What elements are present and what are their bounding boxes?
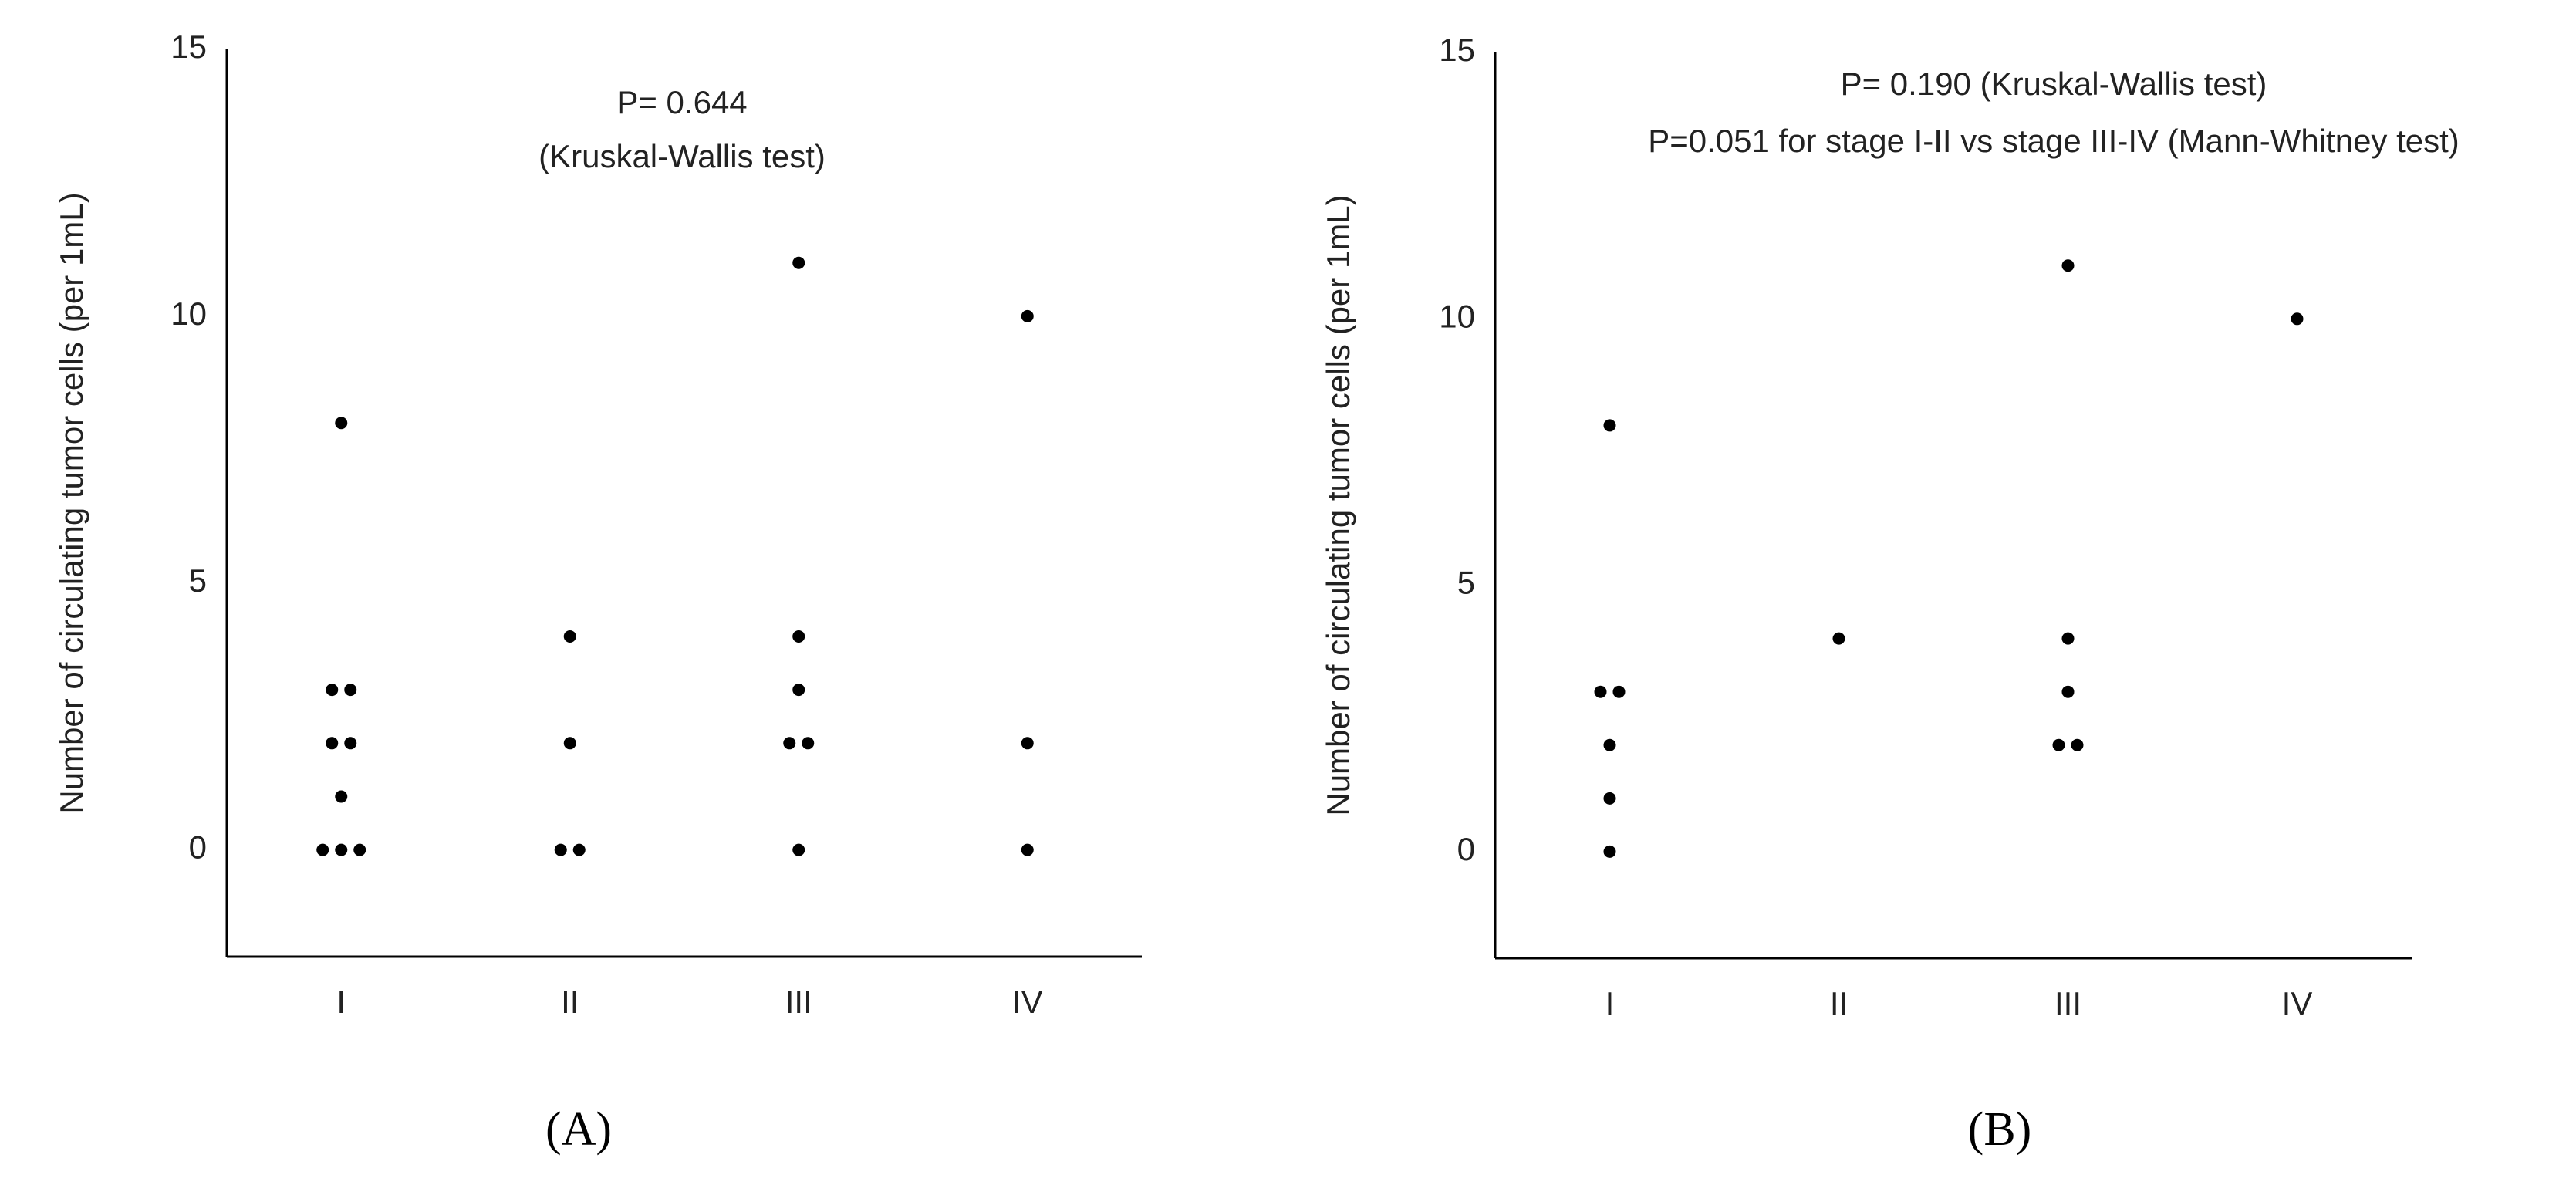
y-tick-label: 5 xyxy=(189,562,207,599)
data-point xyxy=(344,684,357,697)
data-point xyxy=(1021,309,1034,322)
data-point xyxy=(1594,685,1607,698)
y-tick-label: 10 xyxy=(170,295,207,332)
data-point xyxy=(2052,738,2065,751)
data-point xyxy=(1612,685,1626,698)
data-point xyxy=(1603,845,1616,858)
data-point xyxy=(1603,792,1616,805)
y-tick-label: 15 xyxy=(170,29,207,65)
data-point xyxy=(2061,259,2075,272)
data-point xyxy=(792,630,805,643)
y-tick-label: 0 xyxy=(189,829,207,866)
data-point xyxy=(335,790,348,803)
data-point xyxy=(2061,685,2075,698)
data-point xyxy=(563,630,576,643)
data-point xyxy=(335,417,348,430)
x-tick-label: II xyxy=(561,984,579,1020)
annotation: P=0.051 for stage I-II vs stage III-IV (… xyxy=(1648,123,2460,159)
data-point xyxy=(572,843,586,856)
data-point xyxy=(792,843,805,856)
data-point xyxy=(1832,632,1845,645)
y-tick-label: 5 xyxy=(1457,565,1475,601)
x-tick-label: I xyxy=(336,984,346,1020)
data-point xyxy=(1021,737,1034,750)
data-point xyxy=(344,737,357,750)
data-point xyxy=(792,684,805,697)
data-point xyxy=(316,843,329,856)
annotation: P= 0.644 xyxy=(616,84,747,120)
x-tick-label: III xyxy=(2054,985,2081,1021)
data-point xyxy=(792,256,805,269)
data-point xyxy=(1021,843,1034,856)
x-tick-label: II xyxy=(1830,985,1848,1021)
y-tick-label: 10 xyxy=(1439,298,1475,334)
data-point xyxy=(1603,419,1616,432)
data-point xyxy=(783,737,796,750)
y-tick-label: 15 xyxy=(1439,32,1475,68)
data-point xyxy=(2071,738,2084,751)
data-point xyxy=(1603,738,1616,751)
data-point xyxy=(326,737,339,750)
annotation: P= 0.190 (Kruskal-Wallis test) xyxy=(1841,66,2267,102)
y-axis-label: Number of circulating tumor cells (per 1… xyxy=(53,192,89,813)
data-point xyxy=(2291,312,2304,326)
data-point xyxy=(802,737,815,750)
panel-caption: (A) xyxy=(545,1103,612,1156)
y-axis-label: Number of circulating tumor cells (per 1… xyxy=(1320,194,1356,815)
data-point xyxy=(554,843,567,856)
x-tick-label: IV xyxy=(1012,984,1043,1020)
x-tick-label: IV xyxy=(2282,985,2313,1021)
x-tick-label: III xyxy=(785,984,812,1020)
annotation: (Kruskal-Wallis test) xyxy=(538,138,825,174)
panel-caption: (B) xyxy=(1968,1103,2032,1156)
data-point xyxy=(326,684,339,697)
data-point xyxy=(335,843,348,856)
data-point xyxy=(2061,632,2075,645)
y-tick-label: 0 xyxy=(1457,831,1475,867)
data-point xyxy=(353,843,366,856)
data-point xyxy=(563,737,576,750)
x-tick-label: I xyxy=(1605,985,1615,1021)
